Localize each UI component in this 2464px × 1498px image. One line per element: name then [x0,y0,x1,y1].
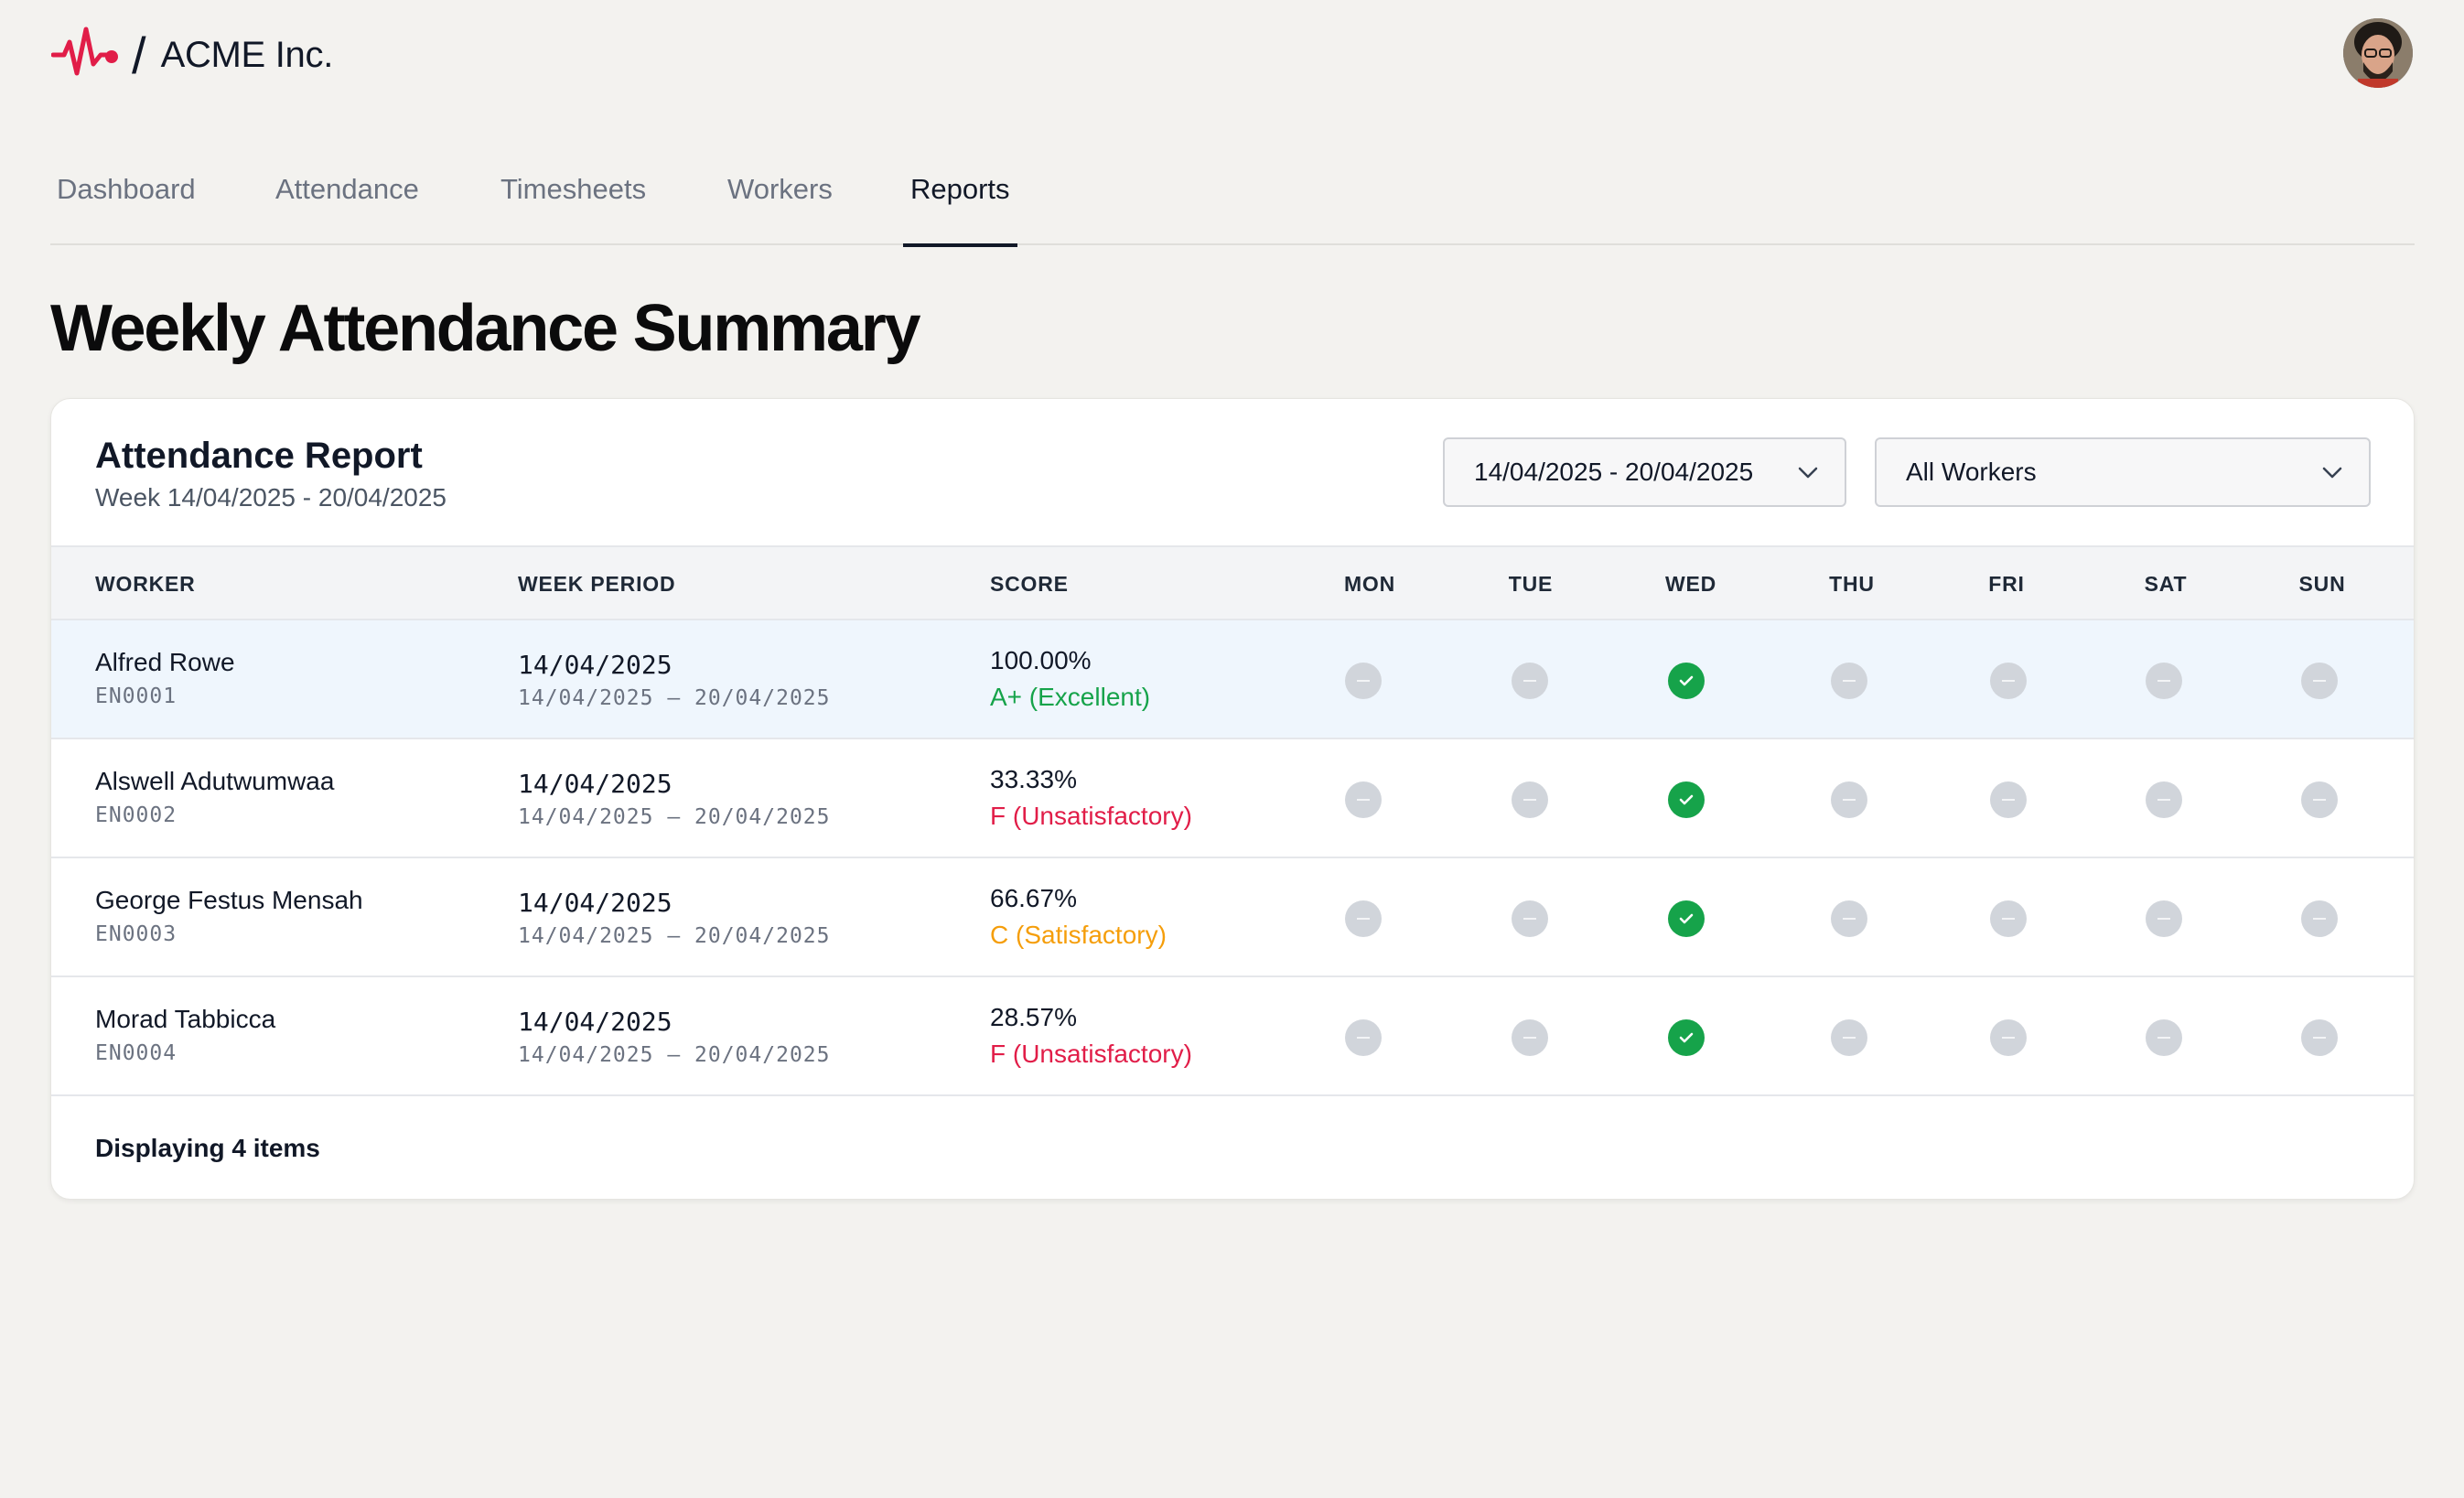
report-title: Attendance Report [95,436,423,476]
week-range: 14/04/2025 – 20/04/2025 [518,1043,831,1067]
minus-circle-icon [1512,900,1548,937]
chevron-down-icon [2322,467,2342,479]
worker-name: George Festus Mensah [95,886,363,914]
tab-dashboard[interactable]: Dashboard [57,173,196,205]
minus-circle-icon [1990,900,2027,937]
date-range-select[interactable]: 14/04/2025 - 20/04/2025 [1443,437,1846,507]
top-bar: / ACME Inc. [0,0,2464,110]
minus-circle-icon [1990,663,2027,699]
table-row[interactable]: Alfred Rowe EN0001 14/04/2025 14/04/2025 – … [51,620,2414,739]
worker-id: EN0003 [95,922,178,946]
minus-circle-icon [1831,1019,1867,1056]
page-title: Weekly Attendance Summary [50,292,921,365]
minus-circle-icon [1512,663,1548,699]
table-header: WORKER WEEK PERIOD SCORE MON TUE WED THU… [51,545,2414,620]
week-range: 14/04/2025 – 20/04/2025 [518,924,831,948]
table-row[interactable]: Alswell Adutwumwaa EN0002 14/04/2025 14/04/… [51,739,2414,858]
check-circle-icon [1668,1019,1705,1056]
score-percent: 100.00% [990,646,1092,674]
minus-circle-icon [1831,781,1867,818]
worker-id: EN0001 [95,684,178,708]
column-fri: FRI [1988,572,2025,596]
check-circle-icon [1668,781,1705,818]
score-grade: F (Unsatisfactory) [990,802,1192,830]
worker-filter-select[interactable]: All Workers [1875,437,2371,507]
table-row[interactable]: George Festus Mensah EN0003 14/04/2025 14/0… [51,858,2414,977]
brand-name: ACME Inc. [160,35,334,75]
minus-circle-icon [1345,663,1382,699]
tab-timesheets[interactable]: Timesheets [500,173,647,205]
week-start-date: 14/04/2025 [518,769,672,799]
column-sat: SAT [2144,572,2188,596]
attendance-report-card: Attendance Report Week 14/04/2025 - 20/0… [50,398,2415,1200]
minus-circle-icon [1831,663,1867,699]
worker-name: Morad Tabbicca [95,1005,276,1033]
minus-circle-icon [1990,781,2027,818]
minus-circle-icon [2146,900,2182,937]
score-percent: 66.67% [990,884,1077,912]
column-worker[interactable]: WORKER [95,572,196,596]
brand[interactable]: / ACME Inc. [50,22,334,89]
column-tue: TUE [1508,572,1554,596]
worker-name: Alswell Adutwumwaa [95,767,335,795]
minus-circle-icon [2146,1019,2182,1056]
column-week-period[interactable]: WEEK PERIOD [518,572,676,596]
worker-name: Alfred Rowe [95,648,235,676]
minus-circle-icon [1345,1019,1382,1056]
minus-circle-icon [1831,900,1867,937]
minus-circle-icon [1990,1019,2027,1056]
worker-id: EN0004 [95,1041,178,1065]
minus-circle-icon [1345,900,1382,937]
worker-id: EN0002 [95,803,178,827]
column-thu: THU [1829,572,1875,596]
column-mon: MON [1343,572,1396,596]
score-percent: 33.33% [990,765,1077,793]
minus-circle-icon [2301,900,2338,937]
tab-attendance[interactable]: Attendance [275,173,419,205]
items-count: Displaying 4 items [95,1134,320,1162]
score-grade: C (Satisfactory) [990,921,1167,949]
tab-reports[interactable]: Reports [903,146,1017,247]
report-subtitle: Week 14/04/2025 - 20/04/2025 [95,483,447,512]
column-score[interactable]: SCORE [990,572,1069,596]
minus-circle-icon [1345,781,1382,818]
main-nav: Dashboard Attendance Timesheets Workers … [50,146,2415,247]
minus-circle-icon [2301,663,2338,699]
column-sun: SUN [2298,572,2346,596]
worker-filter-value: All Workers [1906,458,2037,486]
score-grade: A+ (Excellent) [990,683,1151,711]
table-row[interactable]: Morad Tabbicca EN0004 14/04/2025 14/04/2025… [51,977,2414,1096]
date-range-value: 14/04/2025 - 20/04/2025 [1474,458,1754,486]
check-circle-icon [1668,900,1705,937]
minus-circle-icon [2146,781,2182,818]
minus-circle-icon [2146,663,2182,699]
brand-separator: / [132,26,146,84]
column-wed: WED [1664,572,1717,596]
minus-circle-icon [1512,781,1548,818]
minus-circle-icon [1512,1019,1548,1056]
avatar[interactable] [2343,18,2413,88]
week-range: 14/04/2025 – 20/04/2025 [518,805,831,829]
minus-circle-icon [2301,781,2338,818]
score-percent: 28.57% [990,1003,1077,1031]
week-start-date: 14/04/2025 [518,888,672,918]
week-start-date: 14/04/2025 [518,1007,672,1037]
check-circle-icon [1668,663,1705,699]
score-grade: F (Unsatisfactory) [990,1040,1192,1068]
tab-workers[interactable]: Workers [727,173,833,205]
week-range: 14/04/2025 – 20/04/2025 [518,686,831,710]
heartbeat-icon [50,22,121,89]
week-start-date: 14/04/2025 [518,650,672,680]
minus-circle-icon [2301,1019,2338,1056]
chevron-down-icon [1798,467,1818,479]
